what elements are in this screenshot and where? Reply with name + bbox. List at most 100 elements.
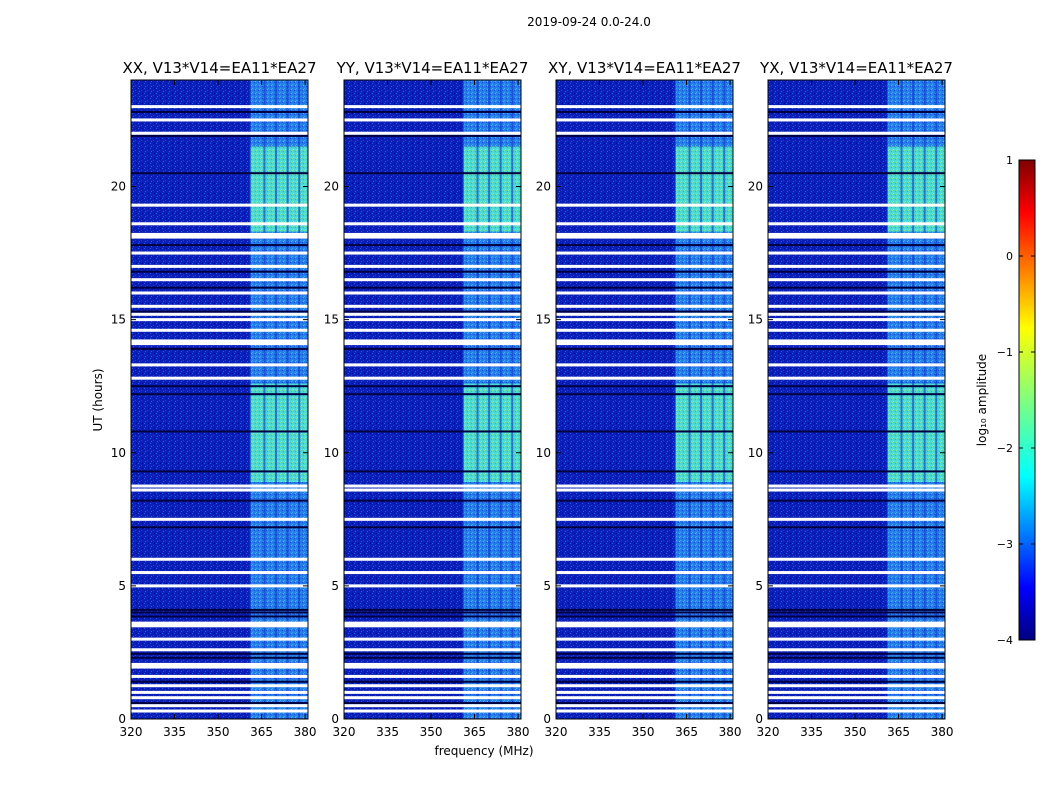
flagged-row — [768, 648, 945, 652]
flagged-row — [131, 709, 308, 713]
flagged-row — [344, 105, 521, 109]
flagged-row — [768, 203, 945, 207]
flagged-row — [556, 339, 733, 343]
y-tick-label: 20 — [536, 180, 551, 194]
flagged-row — [131, 203, 308, 207]
flagged-row — [768, 312, 945, 316]
flagged-row — [131, 105, 308, 109]
flagged-row — [344, 131, 521, 135]
flagged-row — [344, 339, 521, 343]
flagged-row — [344, 690, 521, 694]
flagged-row — [556, 557, 733, 561]
dark-row — [131, 656, 308, 659]
colorbar-tick-label: −4 — [997, 634, 1013, 647]
flagged-row — [344, 571, 521, 575]
dark-row — [556, 286, 733, 289]
flagged-row — [556, 312, 733, 316]
rfi-channel-gap — [461, 80, 464, 719]
flagged-row — [768, 118, 945, 122]
flagged-row — [768, 571, 945, 575]
flagged-row — [131, 665, 308, 669]
flagged-row — [344, 363, 521, 367]
y-tick-label: 15 — [536, 313, 551, 327]
flagged-row — [768, 624, 945, 628]
flagged-row — [768, 584, 945, 588]
flagged-row — [768, 251, 945, 255]
x-tick-label: 350 — [844, 725, 867, 739]
flagged-row — [131, 488, 308, 492]
dark-row — [131, 393, 308, 396]
dark-row — [131, 652, 308, 655]
flagged-row — [131, 484, 308, 488]
rfi-channel-gap — [723, 80, 726, 719]
flagged-row — [344, 484, 521, 488]
flagged-row — [131, 624, 308, 628]
flagged-row — [768, 339, 945, 343]
panel-2: YY, V13*V14=EA11*EA27 320 335 350 365 380 0 5 10… — [324, 59, 530, 739]
flagged-row — [344, 278, 521, 282]
panel-title: XY, V13*V14=EA11*EA27 — [548, 59, 741, 77]
dark-row — [768, 611, 945, 614]
x-tick-label: 320 — [120, 725, 143, 739]
flagged-row — [131, 662, 308, 666]
panel-1: XX, V13*V14=EA11*EA27 320 335 350 365 380 0 5 10… — [111, 59, 317, 739]
dark-row — [131, 615, 308, 618]
x-tick-label: 365 — [463, 725, 486, 739]
flagged-row — [768, 690, 945, 694]
flagged-row — [131, 376, 308, 380]
flagged-row — [344, 696, 521, 700]
y-tick-label: 15 — [324, 313, 339, 327]
flagged-row — [768, 704, 945, 708]
flagged-row — [131, 684, 308, 688]
x-tick-label: 350 — [632, 725, 655, 739]
flagged-row — [344, 203, 521, 207]
flagged-row — [768, 264, 945, 268]
x-tick-label: 380 — [507, 725, 530, 739]
y-tick-label: 10 — [111, 446, 126, 460]
y-tick-label: 20 — [748, 180, 763, 194]
flagged-row — [556, 203, 733, 207]
dark-row — [768, 134, 945, 137]
dark-row — [131, 134, 308, 137]
x-tick-label: 380 — [719, 725, 742, 739]
panel-3: XY, V13*V14=EA11*EA27 320 335 350 365 380 0 5 10… — [536, 59, 742, 739]
rfi-channel-gap — [263, 80, 266, 719]
flagged-row — [556, 328, 733, 332]
dark-row — [344, 499, 521, 502]
rfi-channel-gap — [885, 80, 888, 719]
y-tick-label: 5 — [543, 579, 551, 593]
dark-row — [768, 499, 945, 502]
flagged-row — [556, 662, 733, 666]
flagged-row — [344, 709, 521, 713]
flagged-row — [768, 304, 945, 308]
flagged-row — [556, 105, 733, 109]
flagged-row — [131, 584, 308, 588]
flagged-row — [768, 278, 945, 282]
flagged-row — [131, 318, 308, 322]
flagged-row — [556, 684, 733, 688]
rfi-channel-gap — [923, 80, 926, 719]
dark-row — [344, 526, 521, 529]
dark-row — [768, 244, 945, 247]
dark-row — [556, 270, 733, 273]
flagged-row — [344, 648, 521, 652]
flagged-row — [768, 665, 945, 669]
dark-row — [344, 244, 521, 247]
flagged-row — [556, 291, 733, 295]
flagged-row — [768, 684, 945, 688]
flagged-row — [556, 571, 733, 575]
rfi-channel-gap — [511, 80, 514, 719]
flagged-row — [131, 696, 308, 700]
x-tick-label: 320 — [333, 725, 356, 739]
dark-row — [768, 110, 945, 113]
panel-frame — [343, 79, 522, 720]
y-tick-label: 20 — [111, 180, 126, 194]
x-tick-label: 365 — [675, 725, 698, 739]
flagged-row — [556, 222, 733, 226]
flagged-row — [131, 363, 308, 367]
dark-row — [131, 702, 308, 705]
rfi-channel-gap — [275, 80, 278, 719]
x-tick-label: 320 — [757, 725, 780, 739]
dark-row — [344, 615, 521, 618]
dark-row — [556, 172, 733, 175]
